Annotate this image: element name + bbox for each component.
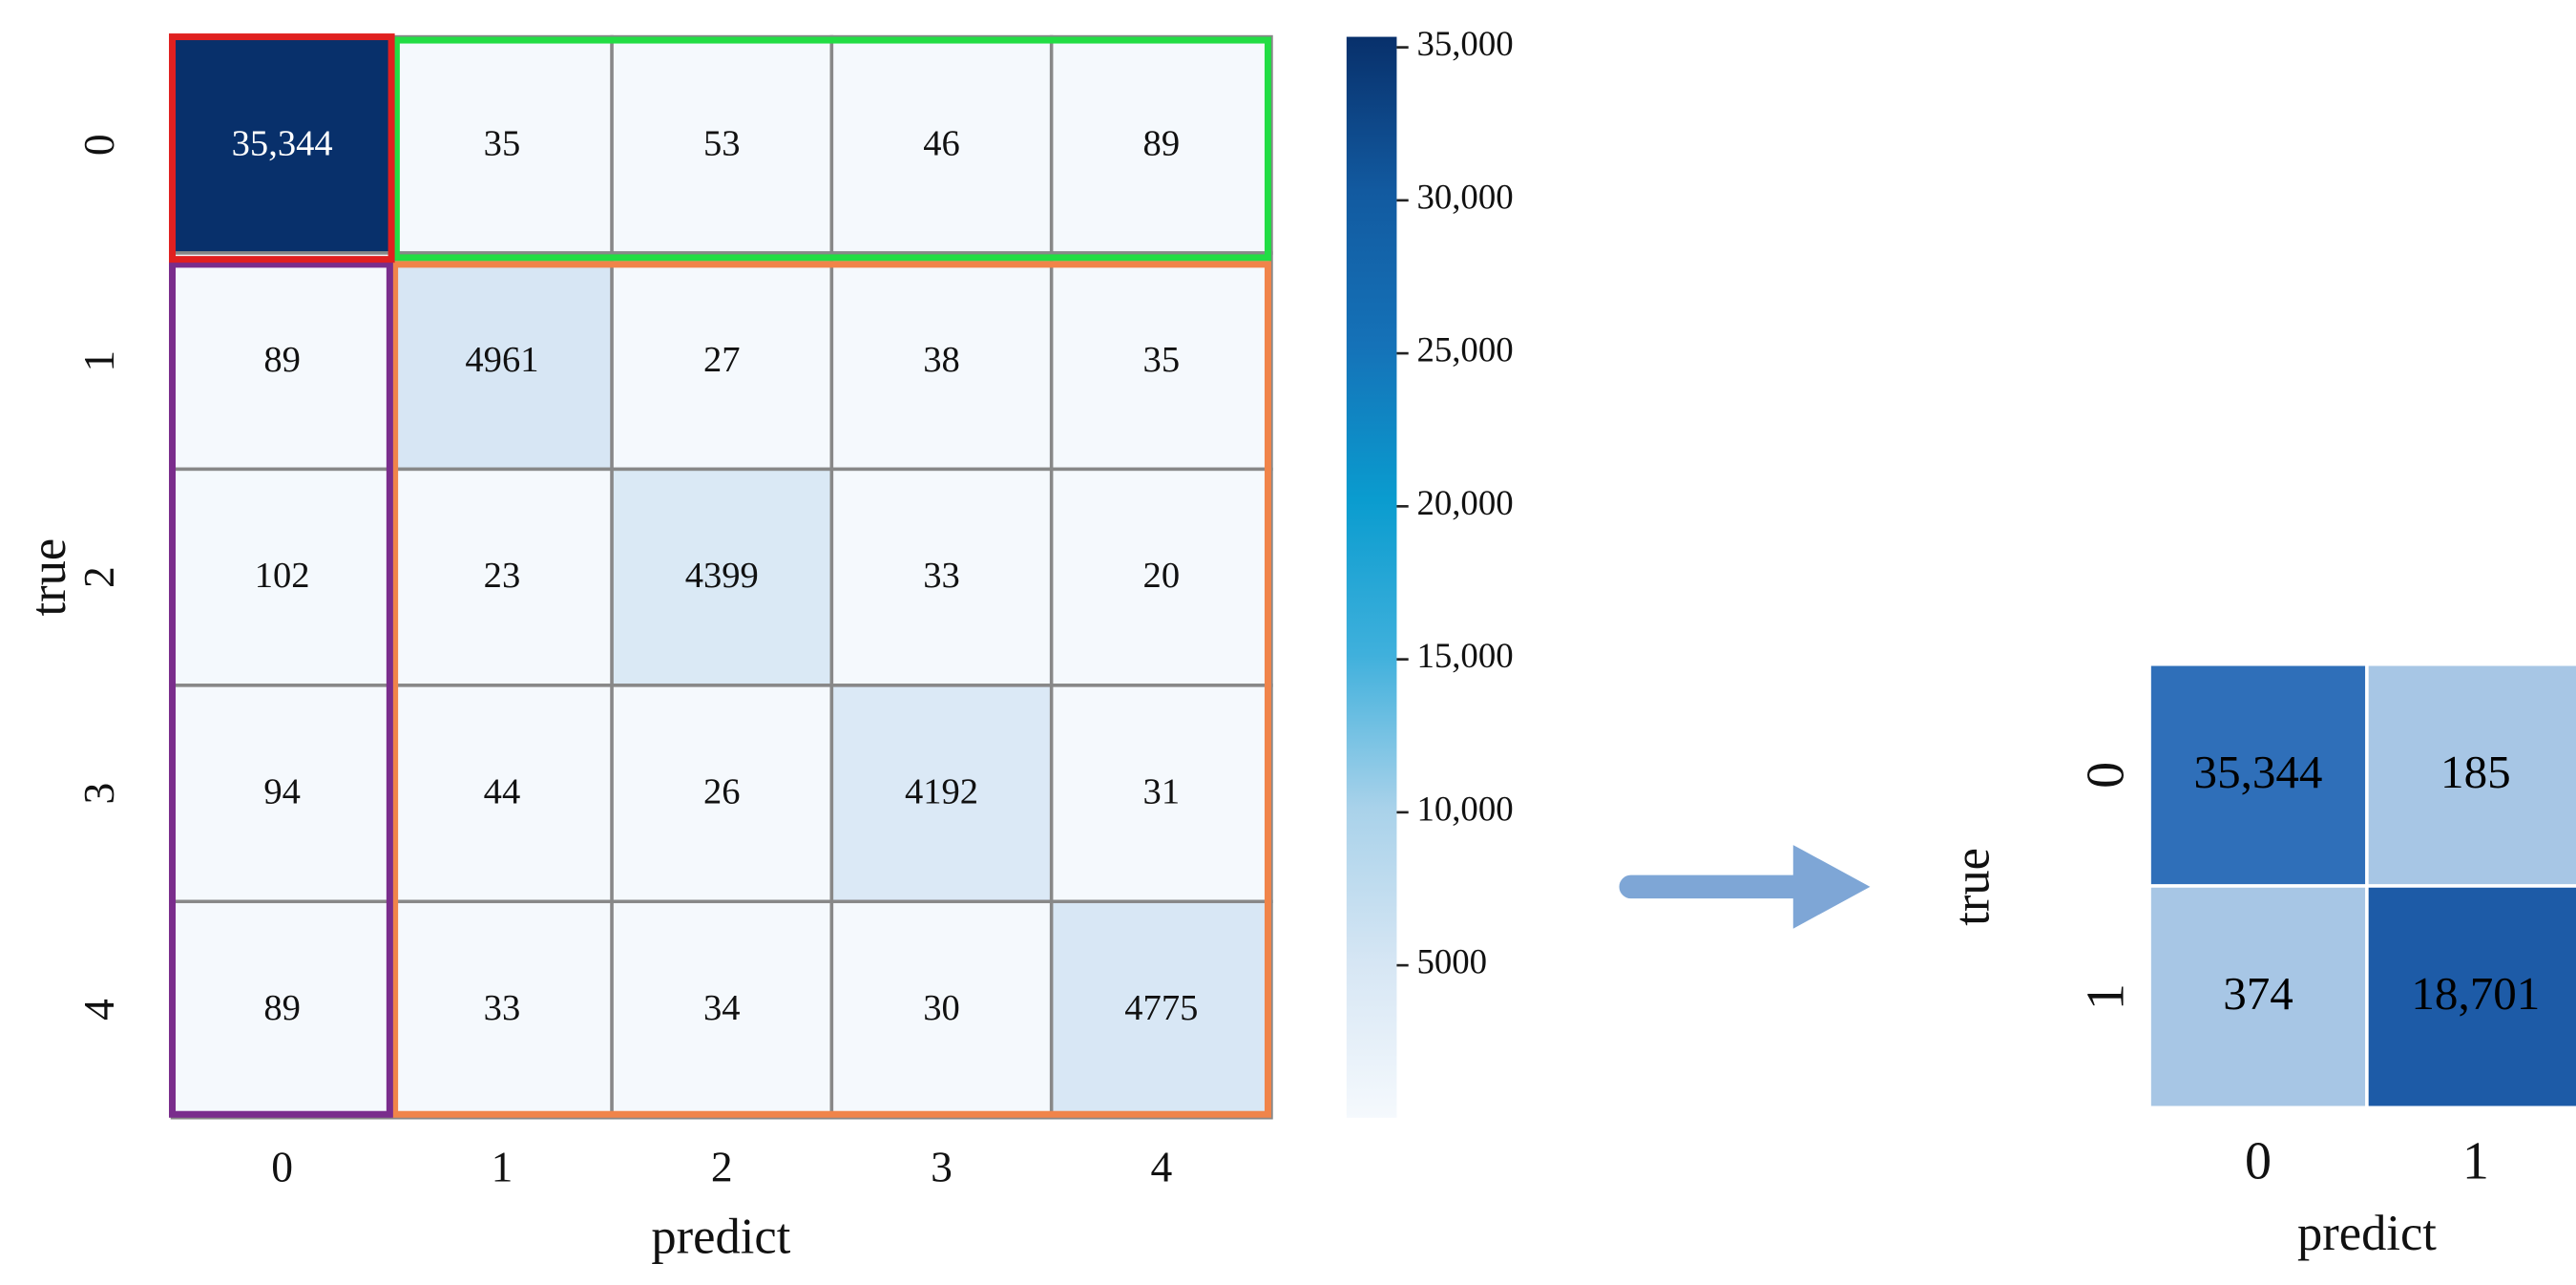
cell-label: 23 [484,556,521,596]
x-tick-label: 0 [271,1142,293,1190]
cell-label: 44 [484,772,521,812]
x-tick-label: 0 [2245,1131,2272,1190]
cell-label: 53 [703,123,741,163]
cell-label: 20 [1143,556,1181,596]
cell-label: 374 [2223,967,2293,1020]
cell [1049,684,1273,904]
cell [2147,884,2369,1109]
cell-label: 26 [703,772,741,812]
cell-label: 102 [255,556,310,596]
y-tick-label: 0 [74,134,123,156]
purple-box [169,261,393,1118]
green-box [392,36,1271,262]
y-tick-label: 1 [2077,983,2136,1010]
cell-label: 35 [1143,340,1181,380]
cell-label: 89 [1143,123,1181,163]
cell [610,899,834,1120]
cell [170,899,394,1120]
cell-label: 27 [703,340,741,380]
arrow-head [1792,845,1871,929]
highlights [169,33,1271,1118]
cell [170,34,394,255]
x-tick-label: 1 [2462,1131,2489,1190]
cell-label: 33 [484,988,521,1028]
y-tick-label: 3 [74,783,123,805]
y-tick-label: 2 [74,566,123,588]
colorbar [1346,36,1397,1118]
cell [1049,251,1273,472]
x-tick-label: 3 [931,1142,953,1190]
y-tick-label: 1 [74,350,123,372]
colorbar-tick-label: 35,000 [1416,24,1513,63]
cell-label: 34 [703,988,741,1028]
cell-label: 35,344 [2194,746,2323,798]
cell [390,899,614,1120]
colorbar-tick-label: 10,000 [1416,789,1513,828]
colorbar-tick-label: 30,000 [1416,177,1513,216]
cell-label: 94 [263,772,301,812]
cell [610,684,834,904]
cell-label: 89 [263,988,301,1028]
x-tick-label: 4 [1150,1142,1172,1190]
y-axis-label: true [21,538,76,617]
cell [2365,884,2576,1109]
cell-label: 4399 [685,556,759,596]
cell [829,684,1054,904]
y-tick-label: 0 [2077,762,2136,789]
cell-label: 35 [484,123,521,163]
y-tick-label: 4 [74,999,123,1021]
x-axis-label: predict [651,1209,790,1264]
cell-label: 89 [263,340,301,380]
cell-label: 4961 [465,340,538,380]
cell-label: 31 [1143,772,1181,812]
cell-label: 4775 [1124,988,1198,1028]
colorbar-tick-label: 5000 [1416,942,1487,981]
cell-label: 30 [923,988,960,1028]
x-axis-label: predict [2297,1206,2437,1261]
colorbar-tick-label: 25,000 [1416,330,1513,369]
colorbar-tick-label: 15,000 [1416,636,1513,675]
cell [390,34,614,255]
orange-box [391,261,1271,1118]
red-box [169,33,395,263]
colorbar-tick-label: 20,000 [1416,483,1513,522]
cell [390,467,614,687]
x-tick-label: 2 [711,1142,733,1190]
cell-label: 33 [923,556,960,596]
cell [610,251,834,472]
cell-label: 18,701 [2411,967,2540,1020]
arrow-shaft [1619,874,1807,899]
y-axis-label: true [1945,848,2000,926]
heatmap-binary: 35,344 185 374 18,701 0 1 0 1 predict true [1945,663,2576,1261]
x-tick-label: 1 [492,1142,513,1190]
cell-label: 38 [923,340,960,380]
cell [829,34,1054,255]
cell [829,467,1054,687]
cell-label: 35,344 [232,123,333,163]
cell-label: 4192 [905,772,978,812]
arrow [1619,845,1871,929]
cell-label: 46 [923,123,960,163]
cell-label: 185 [2440,746,2511,798]
cell [1049,899,1273,1120]
